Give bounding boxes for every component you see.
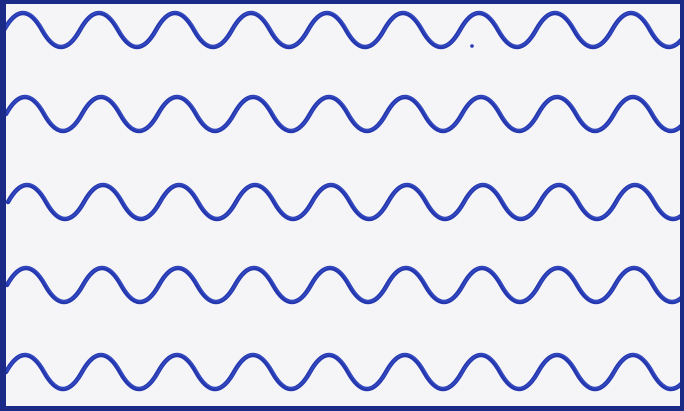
- paper: [6, 4, 680, 406]
- ink-dot: [470, 44, 474, 48]
